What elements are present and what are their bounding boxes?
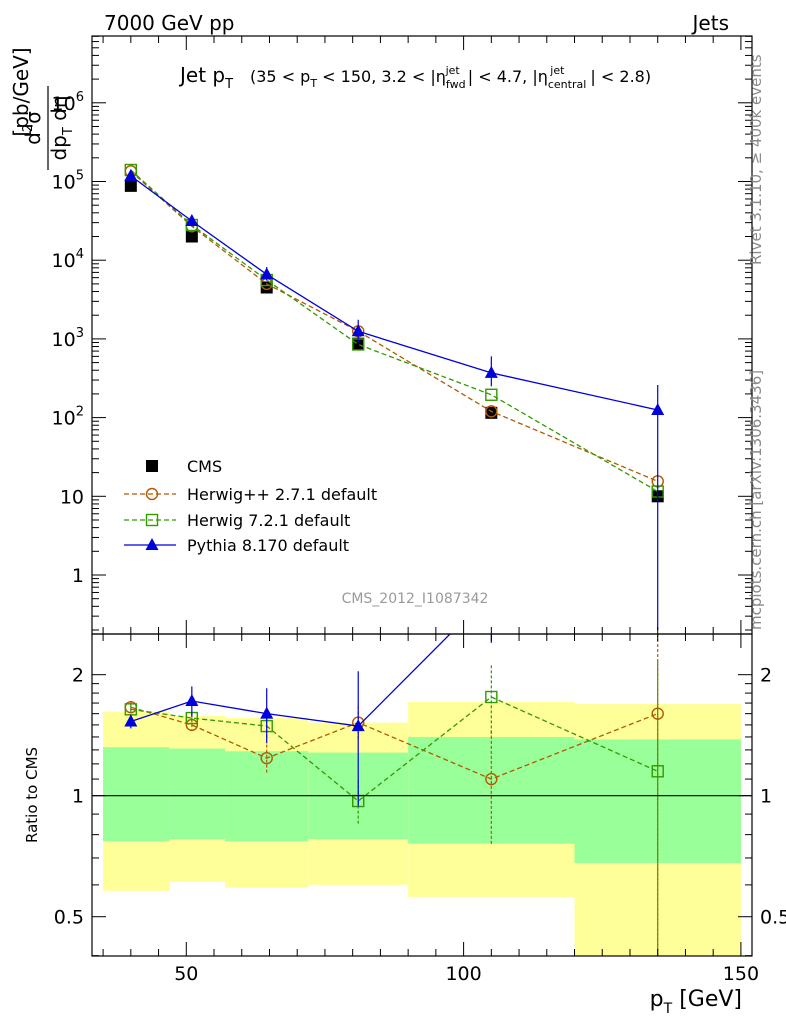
main-point: [124, 179, 137, 192]
x-tick-label: 50: [174, 963, 198, 985]
legend-marker: [146, 460, 158, 472]
main-point: [351, 324, 365, 337]
legend-label: Pythia 8.170 default: [187, 536, 349, 555]
main-series: [124, 163, 664, 498]
ratio-y-tick-label-right: 2: [760, 665, 772, 687]
main-point: [185, 230, 198, 243]
main-point: [651, 402, 665, 415]
ratio-frame: [91, 633, 753, 957]
x-axis-label: pT [GeV]: [650, 987, 742, 1017]
side-label-mcplots: mcplots.cern.ch [arXiv:1306.3436]: [747, 370, 765, 630]
ratio-point: [485, 690, 498, 704]
main-plot-area: [124, 163, 665, 631]
main-point: [352, 337, 365, 350]
main-y-tick-label: 104: [52, 247, 84, 272]
main-point: [485, 388, 498, 401]
main-y-tick-label: 102: [52, 405, 84, 430]
svg-text:Jet pT: Jet pT: [178, 63, 233, 92]
header-left: 7000 GeV pp: [104, 11, 235, 35]
watermark: CMS_2012_I1087342: [342, 591, 489, 607]
ratio-panel: 0.5 0.5 1 1 2 2 50 100 150: [54, 36, 786, 985]
ratio-y-ticks: 0.5 0.5 1 1 2 2: [54, 665, 786, 957]
main-series-line: [130, 175, 658, 411]
main-series: [124, 179, 664, 503]
main-series: [124, 168, 665, 631]
header-right: Jets: [691, 11, 729, 35]
main-title: Jet pT (35 < pT < 150, 3.2 < |ηfwdjet | <…: [178, 63, 651, 92]
ratio-x-ticks: 50 100 150: [102, 36, 759, 985]
legend-marker: [145, 513, 159, 527]
ratio-plot-area: [124, 634, 664, 956]
main-y-tick-label: 1: [72, 565, 84, 587]
legend-label: Herwig++ 2.7.1 default: [187, 485, 377, 504]
main-point: [260, 281, 273, 294]
main-y-tick-label: 105: [52, 169, 84, 194]
ratio-y-label: Ratio to CMS: [23, 747, 41, 843]
legend-label: CMS: [187, 457, 222, 476]
ratio-point: [260, 751, 273, 765]
ratio-point: [351, 719, 365, 732]
ratio-y-tick-label: 2: [72, 665, 84, 687]
main-series-line: [130, 169, 659, 493]
ratio-series-line: [130, 696, 658, 802]
ratio-point: [260, 706, 274, 719]
main-point: [484, 365, 498, 378]
legend: CMS Herwig++ 2.7.1 default Herwig 7.2.1 de…: [124, 457, 377, 555]
x-tick-label: 100: [445, 963, 481, 985]
main-point: [185, 213, 199, 226]
legend-label: Herwig 7.2.1 default: [187, 511, 350, 530]
ratio-y-tick-label-right: 1: [760, 786, 772, 808]
ratio-series: [124, 634, 492, 807]
svg-text:(35 < pT < 150, 3.2 < |ηfwdjet: (35 < pT < 150, 3.2 < |ηfwdjet | < 4.7, |…: [250, 64, 651, 91]
main-y-tick-label: 103: [52, 326, 84, 351]
main-series-line: [130, 170, 658, 482]
legend-marker: [145, 487, 159, 501]
ratio-bands: [103, 702, 741, 956]
ratio-y-tick-label-right: 0.5: [760, 907, 786, 929]
ratio-point: [124, 714, 138, 727]
main-y-unit: [pb/GeV]: [9, 47, 33, 136]
ratio-series-line: [130, 706, 658, 780]
inner-band: [169, 748, 226, 840]
x-tick-label: 150: [723, 963, 759, 985]
ratio-point: [651, 765, 664, 778]
ratio-point: [485, 772, 498, 786]
main-series: [124, 165, 664, 488]
main-point: [485, 405, 498, 418]
main-y-tick-label: 10: [60, 486, 84, 508]
ratio-y-tick-label: 1: [72, 786, 84, 808]
ratio-series-line: [130, 634, 451, 727]
side-label-rivet: Rivet 3.1.10, ≥ 400k events: [747, 54, 765, 265]
main-point: [260, 267, 274, 280]
main-point: [124, 168, 138, 181]
ratio-y-tick-label: 0.5: [54, 907, 84, 929]
inner-band: [103, 747, 170, 842]
legend-marker: [145, 538, 159, 550]
ratio-point: [185, 694, 199, 707]
